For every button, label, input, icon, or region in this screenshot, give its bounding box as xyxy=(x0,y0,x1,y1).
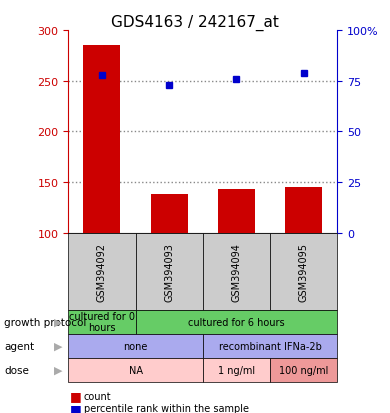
Text: dose: dose xyxy=(4,365,29,375)
Text: NA: NA xyxy=(129,365,142,375)
Text: ▶: ▶ xyxy=(54,317,62,327)
Text: cultured for 0
hours: cultured for 0 hours xyxy=(69,311,135,332)
Text: GSM394095: GSM394095 xyxy=(299,242,309,301)
Bar xyxy=(218,190,255,233)
Text: percentile rank within the sample: percentile rank within the sample xyxy=(84,404,249,413)
Text: agent: agent xyxy=(4,341,34,351)
Text: ▶: ▶ xyxy=(54,365,62,375)
Bar xyxy=(83,46,121,233)
Text: recombinant IFNa-2b: recombinant IFNa-2b xyxy=(219,341,321,351)
Text: GSM394092: GSM394092 xyxy=(97,242,107,301)
Text: GSM394094: GSM394094 xyxy=(231,242,241,301)
Text: growth protocol: growth protocol xyxy=(4,317,86,327)
Text: 100 ng/ml: 100 ng/ml xyxy=(279,365,328,375)
Bar xyxy=(151,195,188,233)
Bar xyxy=(285,188,322,233)
Text: 1 ng/ml: 1 ng/ml xyxy=(218,365,255,375)
Text: cultured for 6 hours: cultured for 6 hours xyxy=(188,317,285,327)
Text: none: none xyxy=(123,341,148,351)
Text: count: count xyxy=(84,391,112,401)
Text: GSM394093: GSM394093 xyxy=(164,242,174,301)
Text: ■: ■ xyxy=(70,389,82,403)
Text: ■: ■ xyxy=(70,402,82,413)
Text: ▶: ▶ xyxy=(54,341,62,351)
Text: GDS4163 / 242167_at: GDS4163 / 242167_at xyxy=(111,14,279,31)
